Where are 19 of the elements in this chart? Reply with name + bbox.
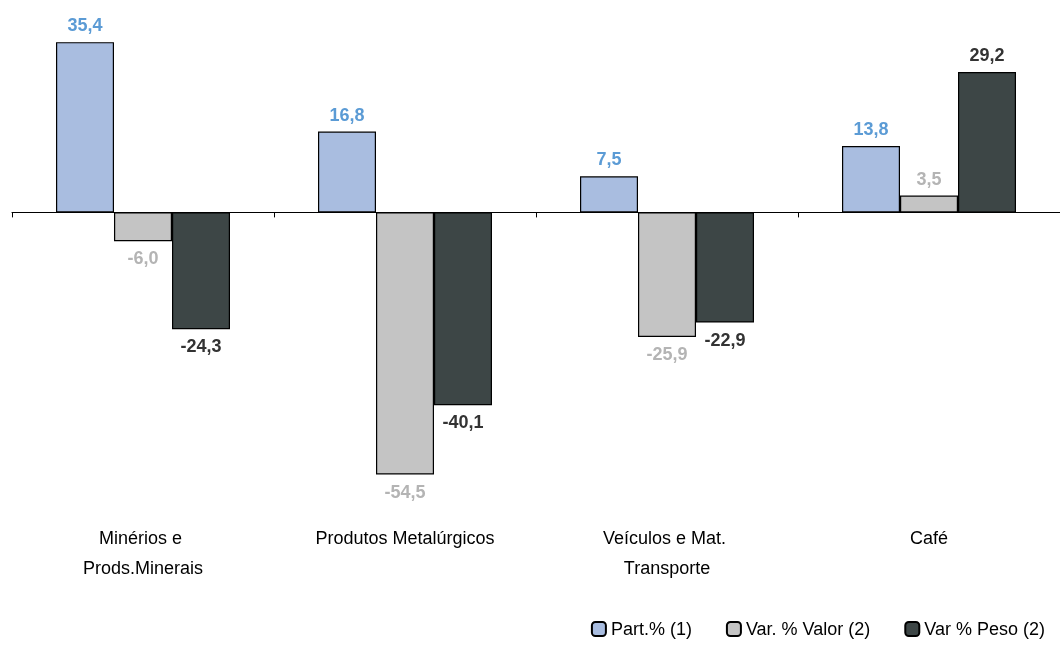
- data-label: -40,1: [442, 412, 484, 433]
- data-label: -22,9: [704, 329, 746, 350]
- data-label: 7,5: [596, 149, 622, 170]
- data-label: 3,5: [916, 168, 942, 189]
- data-label: -6,0: [127, 248, 159, 269]
- legend-label: Var % Peso (2): [924, 619, 1046, 639]
- x-tick-label: Minérios e Prods.Minerais: [82, 528, 204, 578]
- data-label: 16,8: [329, 104, 365, 125]
- legend-label: Part.% (1): [610, 619, 692, 639]
- data-label: 13,8: [853, 119, 889, 140]
- x-tick-label: Café: [909, 528, 949, 548]
- data-label: -25,9: [646, 343, 688, 364]
- data-label: -24,3: [180, 336, 222, 357]
- x-tick-label: Produtos Metalúrgicos: [315, 528, 495, 548]
- legend-label: Var. % Valor (2): [745, 619, 871, 639]
- data-label: 35,4: [67, 15, 103, 36]
- data-label: -54,5: [384, 481, 426, 502]
- x-tick-label: Veículos e Mat. Transporte: [602, 528, 732, 578]
- data-label: 29,2: [969, 44, 1005, 65]
